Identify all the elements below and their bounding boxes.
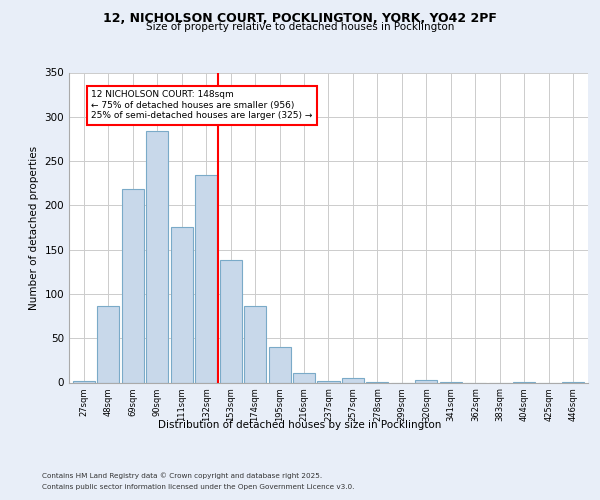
Text: 12 NICHOLSON COURT: 148sqm
← 75% of detached houses are smaller (956)
25% of sem: 12 NICHOLSON COURT: 148sqm ← 75% of deta… xyxy=(91,90,313,120)
Y-axis label: Number of detached properties: Number of detached properties xyxy=(29,146,39,310)
Text: Size of property relative to detached houses in Pocklington: Size of property relative to detached ho… xyxy=(146,22,454,32)
Text: Contains public sector information licensed under the Open Government Licence v3: Contains public sector information licen… xyxy=(42,484,355,490)
Bar xyxy=(146,131,168,382)
Bar xyxy=(195,175,217,382)
Bar xyxy=(220,260,242,382)
Bar xyxy=(170,226,193,382)
Bar xyxy=(342,378,364,382)
Bar xyxy=(73,380,95,382)
Text: Distribution of detached houses by size in Pocklington: Distribution of detached houses by size … xyxy=(158,420,442,430)
Bar xyxy=(122,190,143,382)
Bar xyxy=(244,306,266,382)
Bar xyxy=(415,380,437,382)
Bar xyxy=(269,347,290,382)
Bar xyxy=(293,373,315,382)
Bar xyxy=(97,306,119,382)
Text: 12, NICHOLSON COURT, POCKLINGTON, YORK, YO42 2PF: 12, NICHOLSON COURT, POCKLINGTON, YORK, … xyxy=(103,12,497,26)
Text: Contains HM Land Registry data © Crown copyright and database right 2025.: Contains HM Land Registry data © Crown c… xyxy=(42,472,322,479)
Bar xyxy=(317,380,340,382)
